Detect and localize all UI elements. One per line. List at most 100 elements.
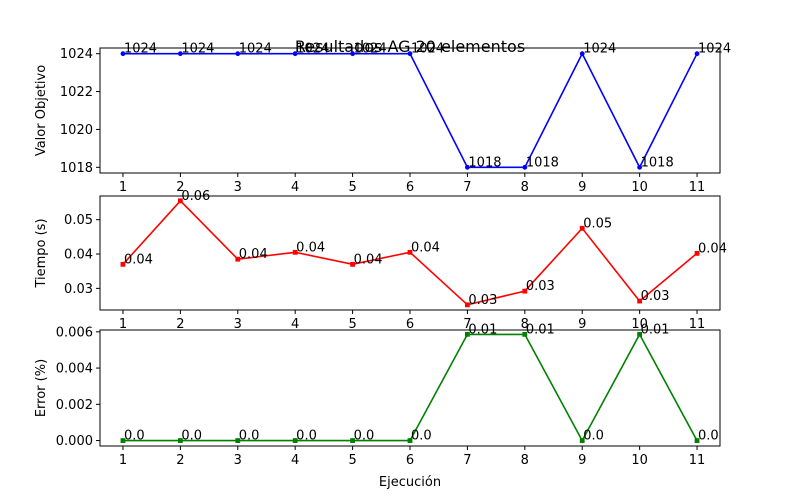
data-point <box>522 331 528 337</box>
x-tick-label: 10 <box>631 453 648 468</box>
data-point <box>292 249 298 255</box>
y-tick-label: 0.002 <box>56 398 93 413</box>
x-tick-label: 7 <box>463 453 471 468</box>
data-point <box>407 438 413 443</box>
y-tick-label: 0.03 <box>64 282 93 297</box>
x-tick-label: 2 <box>176 180 184 195</box>
y-tick-label: 0.004 <box>56 362 93 377</box>
x-tick-label: 3 <box>234 180 242 195</box>
data-label: 0.03 <box>641 289 670 304</box>
data-point <box>465 302 470 308</box>
x-tick-label: 8 <box>521 317 529 332</box>
data-point <box>177 198 183 204</box>
data-point <box>235 256 241 262</box>
y-tick-label: 0.04 <box>64 248 93 263</box>
x-tick-label: 8 <box>521 453 529 468</box>
data-point <box>694 51 700 57</box>
data-label: 0.04 <box>296 240 325 255</box>
data-label: 0.0 <box>411 429 432 444</box>
x-axis-label: Ejecución <box>379 475 441 490</box>
data-label: 0.03 <box>526 279 555 294</box>
data-label: 0.0 <box>124 429 145 444</box>
x-tick-label: 4 <box>291 180 299 195</box>
x-tick-label: 1 <box>119 453 127 468</box>
data-label: 0.05 <box>583 216 612 231</box>
data-point <box>465 164 470 170</box>
data-label: 1024 <box>411 42 444 57</box>
series-line-error <box>123 332 698 443</box>
data-label: 0.0 <box>354 429 375 444</box>
x-tick-label: 5 <box>348 180 356 195</box>
data-label: 0.0 <box>296 429 317 444</box>
data-point <box>235 51 241 57</box>
x-tick-label: 10 <box>631 317 648 332</box>
series-line-valor-objetivo <box>123 51 698 170</box>
x-tick-label: 7 <box>463 317 471 332</box>
data-point <box>120 438 126 443</box>
data-label: 0.04 <box>239 247 268 262</box>
data-point <box>350 51 355 57</box>
x-tick-label: 6 <box>406 317 414 332</box>
data-point <box>579 438 585 443</box>
data-point <box>694 438 700 443</box>
data-point <box>637 331 643 337</box>
data-label: 1024 <box>239 42 272 57</box>
y-axis-label: Error (%) <box>34 359 49 417</box>
y-axis-label: Tiempo (s) <box>34 218 49 288</box>
y-tick-label: 1022 <box>60 85 93 100</box>
data-point <box>407 51 413 57</box>
x-tick-label: 9 <box>578 317 586 332</box>
data-label: 0.01 <box>468 322 497 337</box>
data-label: 0.0 <box>698 429 719 444</box>
y-tick-label: 1018 <box>60 161 93 176</box>
data-point <box>522 288 528 294</box>
y-tick-label: 0.05 <box>64 213 93 228</box>
data-point <box>637 164 643 170</box>
subplot-valor-objetivo: 1 2 3 4 5 6 7 8 9 10 11 1018 1020 1022 1024 Valor Objet… <box>34 42 731 195</box>
chart-title: Resultados AG 20 elementos <box>295 37 525 56</box>
data-label: 1024 <box>124 42 157 57</box>
data-point <box>177 51 183 57</box>
data-label: 1024 <box>698 42 731 57</box>
data-label: 0.01 <box>526 322 555 337</box>
y-tick-label: 0.006 <box>56 325 93 340</box>
x-tick-label: 1 <box>119 180 127 195</box>
data-label: 0.0 <box>239 429 260 444</box>
data-label: 0.04 <box>698 241 727 256</box>
data-label: 1024 <box>181 42 214 57</box>
x-tick-label: 9 <box>578 180 586 195</box>
data-point <box>292 438 298 443</box>
subplot-error: 1 2 3 4 5 6 7 8 9 10 11 0.000 0.002 0.004 0.006 Error (… <box>34 322 721 468</box>
data-label: 0.01 <box>641 322 670 337</box>
y-tick-label: 1020 <box>60 123 93 138</box>
data-point <box>177 438 183 443</box>
data-point <box>292 51 298 57</box>
data-point <box>120 261 126 267</box>
x-tick-label: 11 <box>689 317 706 332</box>
x-tick-label: 7 <box>463 180 471 195</box>
x-tick-label: 1 <box>119 317 127 332</box>
x-tick-label: 11 <box>689 180 706 195</box>
x-tick-label: 8 <box>521 180 529 195</box>
data-point <box>465 331 470 337</box>
data-label: 1024 <box>354 42 387 57</box>
data-point <box>579 51 585 57</box>
x-tick-label: 9 <box>578 453 586 468</box>
data-label: 0.04 <box>411 240 440 255</box>
data-label: 1024 <box>583 42 616 57</box>
data-point <box>637 298 643 304</box>
data-point <box>350 261 355 267</box>
x-tick-label: 4 <box>291 317 299 332</box>
data-label: 1024 <box>296 42 329 57</box>
data-point <box>694 250 700 256</box>
x-tick-label: 6 <box>406 453 414 468</box>
x-tick-label: 3 <box>234 453 242 468</box>
data-point <box>350 438 355 443</box>
y-axis-label: Valor Objetivo <box>34 65 49 156</box>
data-point <box>407 249 413 255</box>
data-point <box>120 51 126 57</box>
data-label: 0.04 <box>124 252 153 267</box>
axes-frame <box>99 47 721 174</box>
